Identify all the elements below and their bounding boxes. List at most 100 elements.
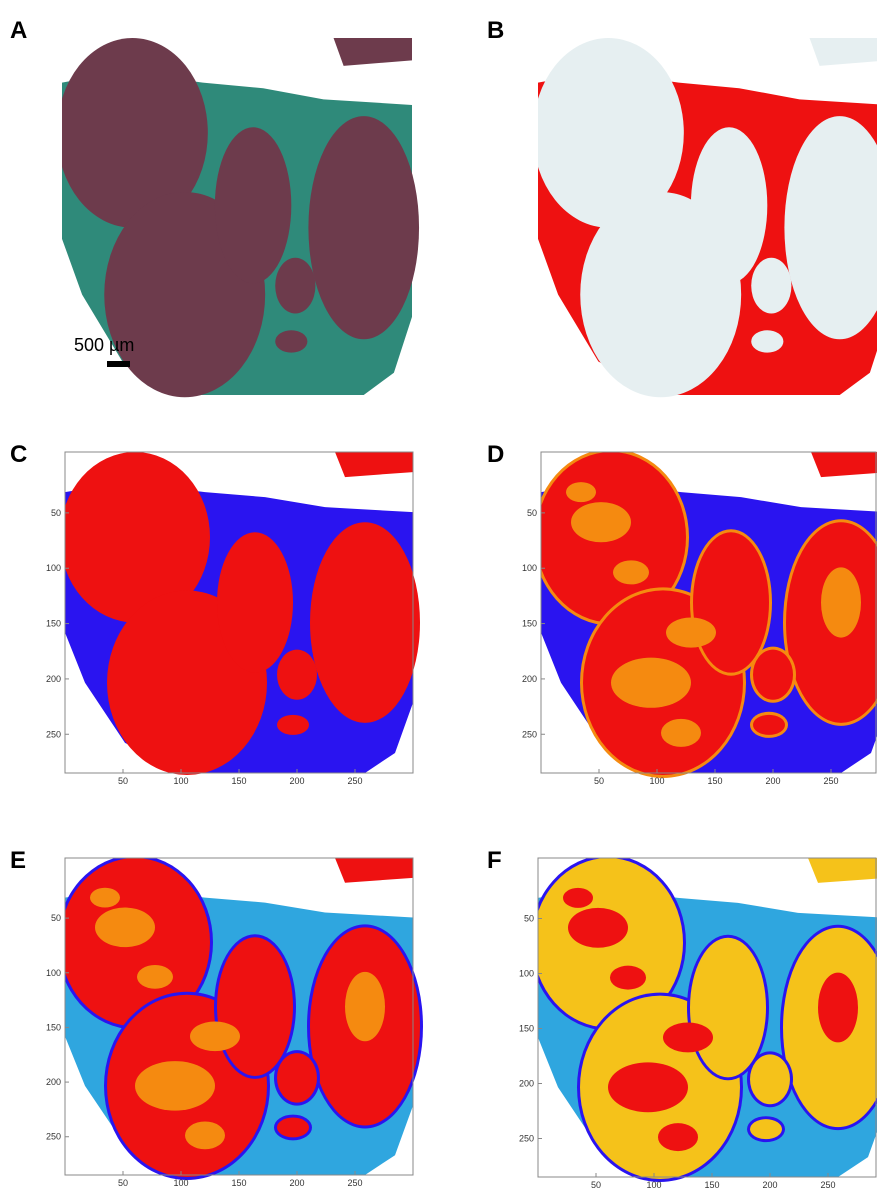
y-tick-label: 150 [46, 619, 61, 629]
tissue-top-piece [335, 452, 413, 477]
lobe [750, 1054, 790, 1104]
panel-label: F [487, 847, 502, 874]
y-tick-label: 100 [46, 968, 61, 978]
lobe [275, 258, 315, 314]
x-tick-label: 150 [231, 1178, 246, 1188]
lobe [750, 1119, 782, 1139]
y-tick-label: 100 [522, 563, 537, 573]
x-tick-label: 100 [173, 776, 188, 786]
panel-label: A [10, 17, 27, 44]
x-tick-label: 200 [762, 1180, 777, 1190]
panel-image [57, 855, 423, 1180]
x-tick-label: 250 [347, 776, 362, 786]
tissue-top-piece [334, 38, 412, 66]
lobe [277, 650, 317, 700]
y-tick-label: 250 [522, 729, 537, 739]
x-tick-label: 150 [704, 1180, 719, 1190]
x-tick-label: 100 [646, 1180, 661, 1190]
y-tick-label: 200 [519, 1079, 534, 1089]
patch [137, 965, 173, 989]
lobe [277, 1118, 309, 1138]
patch [135, 1061, 215, 1111]
patch [666, 618, 716, 648]
y-tick-label: 50 [524, 914, 534, 924]
patch [568, 908, 628, 948]
y-tick-label: 250 [519, 1134, 534, 1144]
patch [818, 973, 858, 1043]
patch [661, 719, 701, 747]
patch [658, 1123, 698, 1151]
tissue-top-piece [810, 38, 877, 66]
tissue-top-piece [808, 858, 877, 883]
lobe [217, 937, 293, 1076]
patch [821, 567, 861, 637]
panel-image [60, 452, 420, 775]
x-tick-label: 250 [820, 1180, 835, 1190]
figure: A500 µmBC5010015020025050100150200250D50… [0, 0, 877, 1193]
patch [613, 560, 649, 584]
patch [610, 966, 646, 990]
y-tick-label: 150 [522, 619, 537, 629]
x-tick-label: 50 [118, 776, 128, 786]
y-tick-label: 200 [46, 674, 61, 684]
x-tick-label: 200 [289, 1178, 304, 1188]
lobe [310, 522, 420, 723]
panel-image [533, 38, 877, 397]
lobe [277, 715, 309, 735]
lobe [691, 127, 767, 283]
lobe [753, 650, 793, 700]
y-tick-label: 50 [527, 508, 537, 518]
x-tick-label: 50 [594, 776, 604, 786]
tissue-top-piece [811, 452, 877, 477]
y-tick-label: 150 [46, 1022, 61, 1032]
lobe [751, 330, 783, 352]
lobe [215, 127, 291, 283]
x-tick-label: 50 [591, 1180, 601, 1190]
panel-image [533, 449, 877, 778]
x-tick-label: 100 [173, 1178, 188, 1188]
x-tick-label: 200 [289, 776, 304, 786]
y-tick-label: 100 [46, 563, 61, 573]
patch [563, 888, 593, 908]
patch [611, 658, 691, 708]
lobe [751, 258, 791, 314]
patch [571, 502, 631, 542]
lobe [753, 715, 785, 735]
panel-label: E [10, 847, 26, 874]
lobe [217, 532, 293, 672]
y-tick-label: 50 [51, 508, 61, 518]
patch [608, 1062, 688, 1112]
scale-bar [107, 361, 130, 367]
lobe [693, 532, 769, 672]
patch [90, 888, 120, 908]
lobe [308, 116, 419, 339]
x-tick-label: 200 [765, 776, 780, 786]
x-tick-label: 250 [823, 776, 838, 786]
patch [345, 972, 385, 1041]
x-tick-label: 250 [347, 1178, 362, 1188]
patch [566, 482, 596, 502]
panel-image [530, 855, 877, 1182]
x-tick-label: 150 [707, 776, 722, 786]
y-tick-label: 250 [46, 1132, 61, 1142]
y-tick-label: 200 [522, 674, 537, 684]
lobe [690, 938, 766, 1078]
x-tick-label: 100 [649, 776, 664, 786]
tissue-top-piece [335, 858, 413, 883]
y-tick-label: 50 [51, 913, 61, 923]
panel-label: D [487, 441, 504, 468]
patch [95, 908, 155, 948]
patch [190, 1021, 240, 1051]
y-tick-label: 150 [519, 1024, 534, 1034]
x-tick-label: 150 [231, 776, 246, 786]
x-tick-label: 50 [118, 1178, 128, 1188]
patch [185, 1122, 225, 1150]
y-tick-label: 200 [46, 1077, 61, 1087]
patch [663, 1022, 713, 1052]
y-tick-label: 250 [46, 729, 61, 739]
y-tick-label: 100 [519, 969, 534, 979]
panel-label: C [10, 441, 27, 468]
lobe [277, 1053, 317, 1103]
panel-label: B [487, 17, 504, 44]
lobe [275, 330, 307, 352]
